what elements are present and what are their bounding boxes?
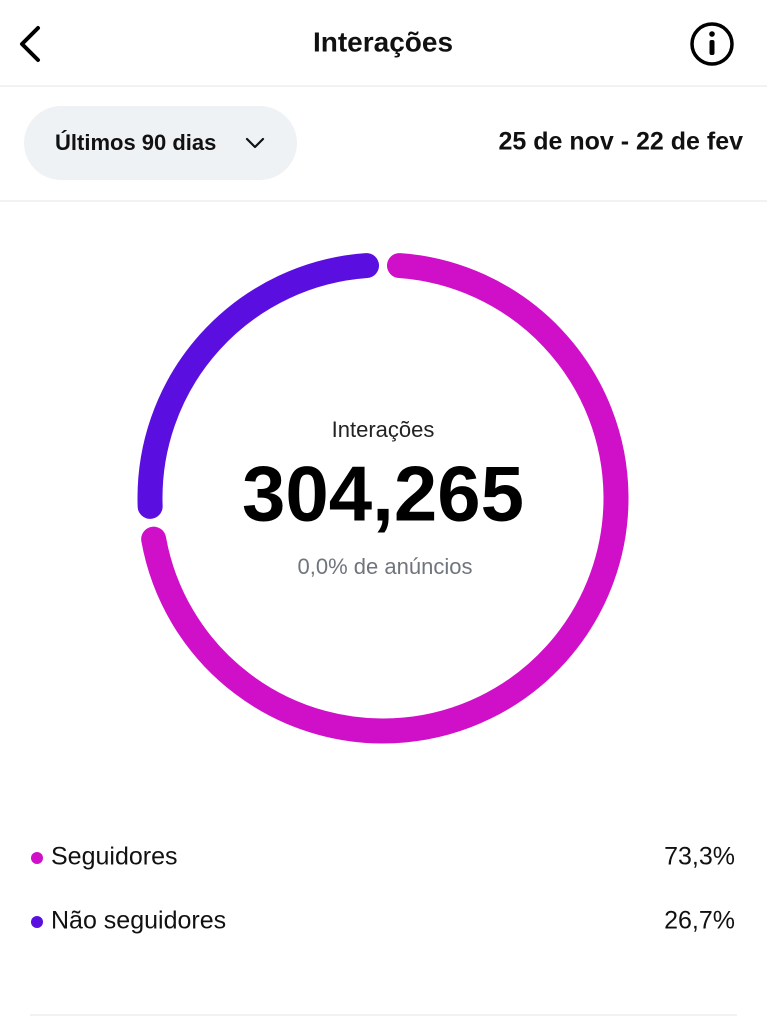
- center-label: Interações: [332, 417, 435, 442]
- legend-value: 73,3%: [664, 843, 735, 871]
- ads-share: 0,0% de anúncios: [298, 554, 473, 579]
- header-title: Interações: [313, 26, 453, 57]
- legend: Seguidores 73,3% Não seguidores 26,7%: [31, 843, 735, 935]
- legend-label: Seguidores: [51, 843, 177, 871]
- date-range: 25 de nov - 22 de fev: [498, 128, 743, 156]
- legend-label: Não seguidores: [51, 907, 226, 935]
- back-button[interactable]: [20, 26, 40, 62]
- legend-value: 26,7%: [664, 907, 735, 935]
- info-button[interactable]: [690, 22, 734, 66]
- donut-segment: [137, 253, 380, 519]
- legend-dot: [31, 916, 43, 928]
- donut-chart: [137, 253, 629, 744]
- donut-segment: [141, 253, 629, 744]
- legend-dot: [31, 852, 43, 864]
- total-value: 304,265: [242, 450, 524, 538]
- period-dropdown[interactable]: Últimos 90 dias: [24, 106, 297, 180]
- period-label: Últimos 90 dias: [55, 130, 216, 155]
